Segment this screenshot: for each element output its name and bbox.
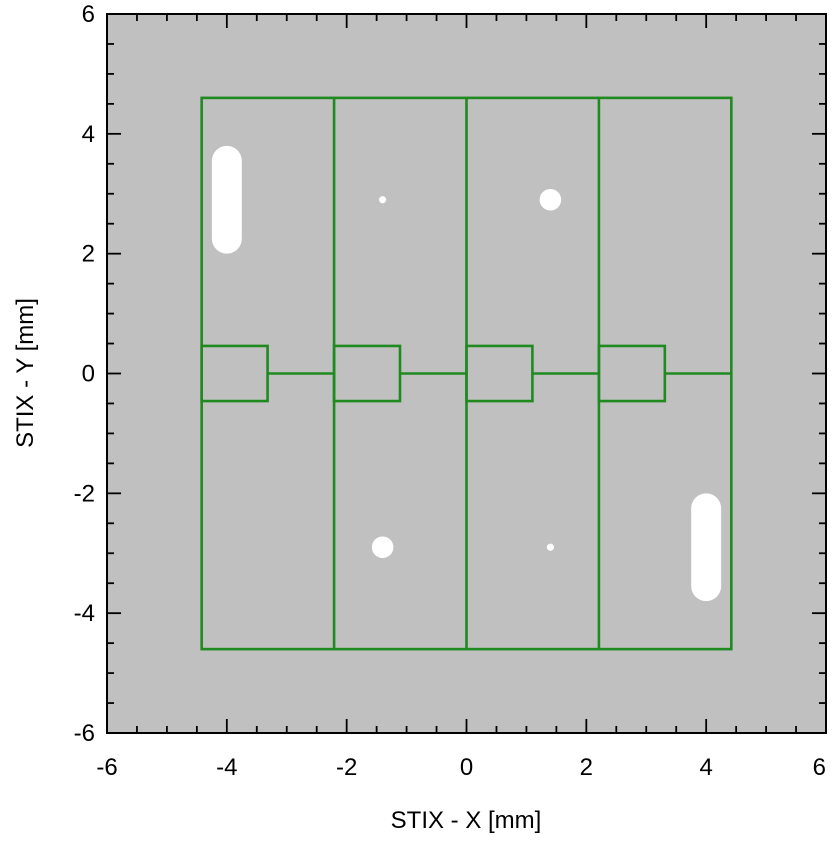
y-tick-label: 0 [82,361,95,388]
detector-outline [200,96,733,651]
y-tick-label: -2 [74,480,95,507]
x-tick-label: -6 [96,754,117,781]
circular-hole [379,196,387,204]
x-tick-label: 0 [460,754,473,781]
y-tick-label: -4 [74,600,95,627]
axis-ticks [106,13,827,734]
calibration-holes [211,145,722,602]
slot-hole [211,145,242,254]
y-tick-label: -6 [74,720,95,747]
y-tick-label: 6 [82,1,95,28]
circular-hole [539,188,562,211]
circular-hole [546,543,554,551]
x-tick-label: -2 [336,754,357,781]
x-tick-label: 4 [699,754,712,781]
x-tick-label: 6 [813,754,826,781]
y-tick-label: 2 [82,241,95,268]
tick-labels: -6 -4 -2 0 2 4 6 -6 -4 -2 0 2 4 6 [74,1,826,781]
y-tick-label: 4 [82,121,95,148]
x-tick-label: 2 [580,754,593,781]
slot-hole [691,493,722,602]
y-axis-label: STIX - Y [mm] [12,298,39,448]
plot-frame [106,13,827,734]
x-axis-label: STIX - X [mm] [391,807,542,834]
circular-hole [371,536,394,559]
x-tick-label: -4 [216,754,237,781]
